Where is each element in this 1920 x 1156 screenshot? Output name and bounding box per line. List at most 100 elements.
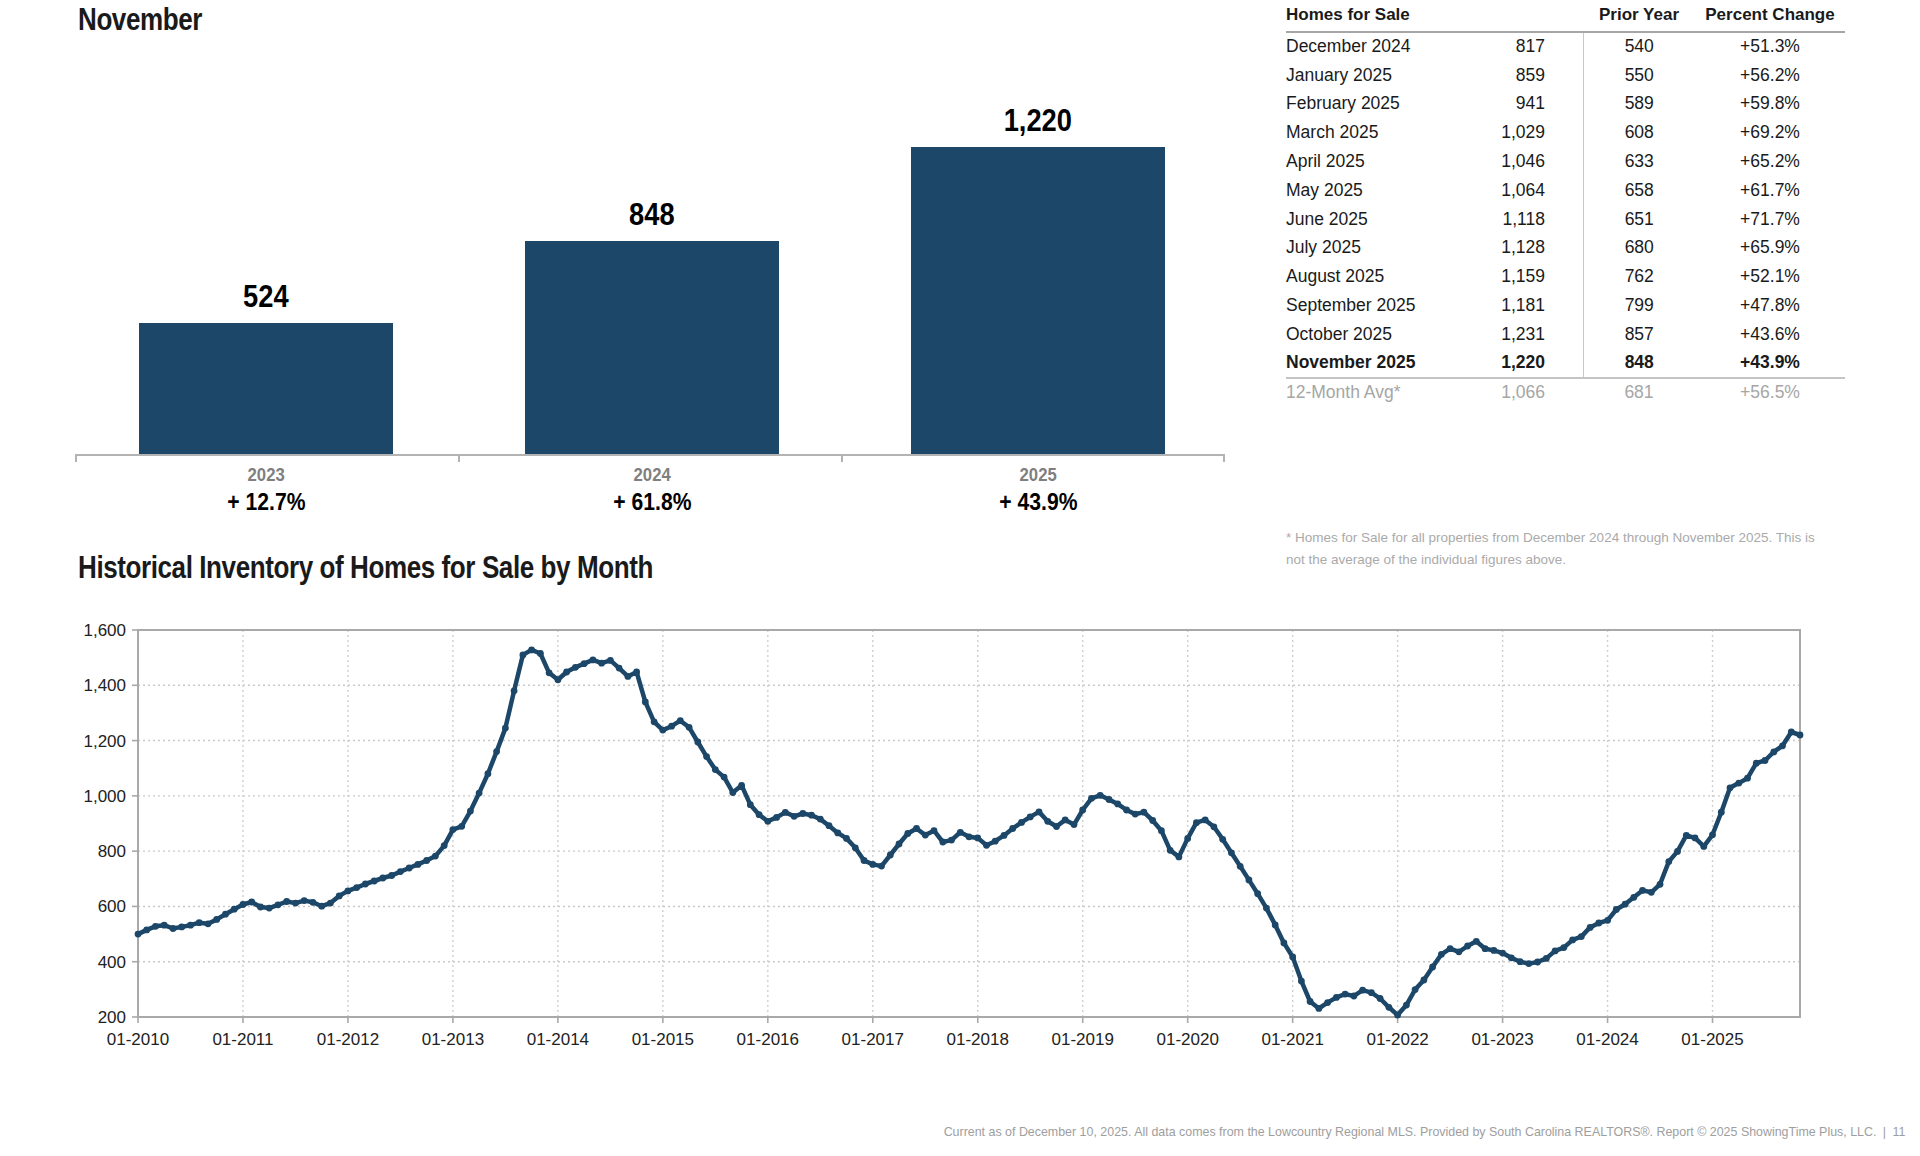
data-point-marker — [1184, 835, 1191, 842]
row-value: 1,046 — [1486, 147, 1545, 176]
november-bar-chart: 5242023+ 12.7%8482024+ 61.8%1,2202025+ 4… — [0, 0, 1280, 545]
data-point-marker — [1464, 943, 1471, 950]
footer-text: Current as of December 10, 2025. All dat… — [943, 1124, 1876, 1139]
data-point-marker — [1149, 817, 1156, 824]
row-value: 1,029 — [1486, 118, 1545, 147]
x-axis-label: 01-2020 — [1156, 1030, 1218, 1049]
table-row: March 20251,029608+69.2% — [1286, 118, 1845, 147]
data-point-marker — [957, 829, 964, 836]
data-point-marker — [1176, 854, 1183, 861]
data-point-marker — [677, 717, 684, 724]
row-spacer — [1545, 61, 1583, 90]
table-row: September 20251,181799+47.8% — [1286, 291, 1845, 320]
data-point-marker — [1281, 940, 1288, 947]
row-month: May 2025 — [1286, 176, 1486, 205]
data-point-marker — [939, 839, 946, 846]
row-percent-change: +71.7% — [1695, 205, 1845, 234]
table-header-row: Homes for Sale Prior Year Percent Change — [1286, 2, 1845, 32]
row-value: 941 — [1486, 90, 1545, 119]
data-point-marker — [1106, 796, 1113, 803]
plot-border — [138, 630, 1800, 1017]
data-point-marker — [572, 664, 579, 671]
data-point-marker — [1753, 760, 1760, 767]
data-point-marker — [1097, 792, 1104, 799]
data-point-marker — [703, 753, 710, 760]
data-point-marker — [467, 808, 474, 815]
data-point-marker — [187, 922, 194, 929]
data-point-marker — [1211, 823, 1218, 830]
row-value: 1,231 — [1486, 320, 1545, 349]
data-point-marker — [808, 812, 815, 819]
data-point-marker — [1421, 977, 1428, 984]
data-point-marker — [213, 916, 220, 923]
bar-axis-tick — [458, 454, 460, 462]
data-point-marker — [1578, 933, 1585, 940]
data-point-marker — [1377, 995, 1384, 1002]
data-point-marker — [1692, 835, 1699, 842]
data-point-marker — [1683, 832, 1690, 839]
table-row: November 20251,220848+43.9% — [1286, 349, 1845, 378]
data-point-marker — [406, 865, 413, 872]
data-point-marker — [345, 888, 352, 895]
data-point-marker — [371, 878, 378, 885]
data-point-marker — [275, 901, 282, 908]
data-point-marker — [791, 813, 798, 820]
row-prior-year: 799 — [1583, 291, 1695, 320]
inventory-series-line — [138, 650, 1800, 1015]
data-point-marker — [1534, 959, 1541, 966]
data-point-marker — [642, 699, 649, 706]
bar-category-label: 2023 — [146, 464, 386, 486]
data-point-marker — [1630, 894, 1637, 901]
table-row: June 20251,118651+71.7% — [1286, 205, 1845, 234]
data-point-marker — [590, 657, 597, 664]
data-point-marker — [581, 660, 588, 667]
data-point-marker — [843, 835, 850, 842]
data-point-marker — [1009, 825, 1016, 832]
data-point-marker — [528, 647, 535, 654]
data-point-marker — [1368, 989, 1375, 996]
data-point-marker — [607, 657, 614, 664]
data-point-marker — [1123, 807, 1130, 814]
x-axis-label: 01-2016 — [737, 1030, 799, 1049]
data-point-marker — [1456, 948, 1463, 955]
data-point-marker — [1141, 809, 1148, 816]
row-prior-year: 589 — [1583, 90, 1695, 119]
data-point-marker — [694, 739, 701, 746]
data-point-marker — [1595, 920, 1602, 927]
page-footer: Current as of December 10, 2025. All dat… — [860, 1124, 1905, 1139]
bar-category-text: 2025 — [1019, 464, 1056, 486]
table-row: December 2024817540+51.3% — [1286, 32, 1845, 61]
data-point-marker — [1167, 847, 1174, 854]
y-axis-label: 600 — [98, 897, 126, 916]
data-point-marker — [1298, 978, 1305, 985]
row-month: February 2025 — [1286, 90, 1486, 119]
data-point-marker — [161, 922, 168, 929]
x-axis-label: 01-2023 — [1471, 1030, 1533, 1049]
data-point-marker — [1114, 801, 1121, 808]
data-point-marker — [878, 863, 885, 870]
row-month: June 2025 — [1286, 205, 1486, 234]
data-point-marker — [1027, 814, 1034, 821]
data-point-marker — [511, 687, 518, 694]
data-point-marker — [441, 842, 448, 849]
data-point-marker — [1727, 784, 1734, 791]
line-chart-title: Historical Inventory of Homes for Sale b… — [78, 550, 762, 586]
data-point-marker — [1525, 960, 1532, 967]
data-point-marker — [353, 884, 360, 891]
x-axis-label: 01-2018 — [947, 1030, 1009, 1049]
bar-change-label: + 43.9% — [918, 488, 1158, 516]
x-axis-label: 01-2021 — [1261, 1030, 1323, 1049]
data-point-marker — [1560, 944, 1567, 951]
data-point-marker — [1429, 964, 1436, 971]
bar-category-text: 2024 — [633, 464, 670, 486]
data-point-marker — [1499, 950, 1506, 957]
y-axis-label: 200 — [98, 1008, 126, 1027]
table-average-row: 12-Month Avg*1,066681+56.5% — [1286, 378, 1845, 407]
row-prior-year: 633 — [1583, 147, 1695, 176]
row-month: January 2025 — [1286, 61, 1486, 90]
bar-category-label: 2024 — [532, 464, 772, 486]
row-spacer — [1545, 234, 1583, 263]
data-point-marker — [1718, 809, 1725, 816]
data-point-marker — [423, 857, 430, 864]
row-percent-change: +65.2% — [1695, 147, 1845, 176]
